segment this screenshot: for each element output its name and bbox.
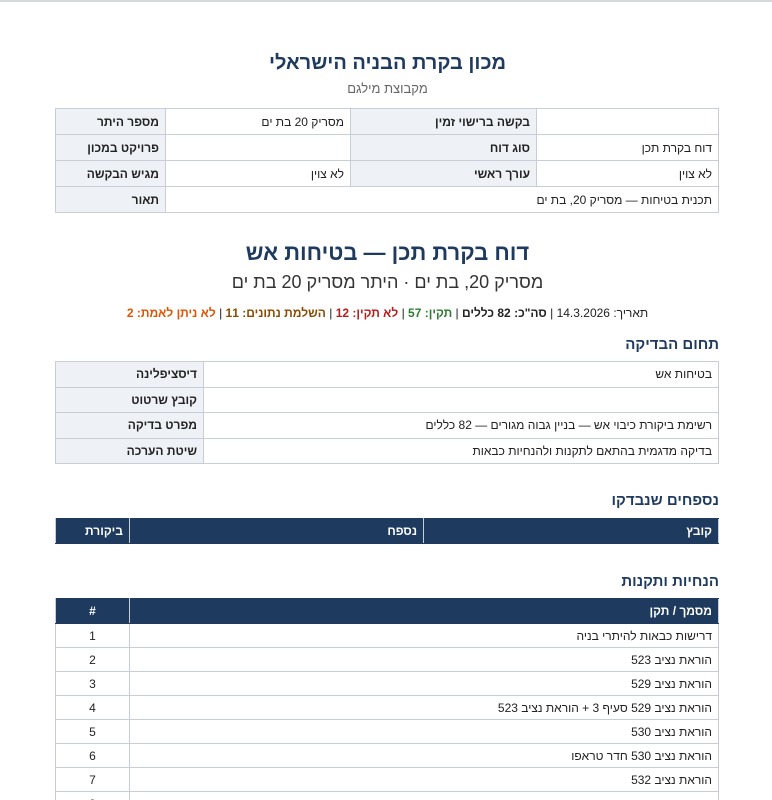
standard-doc: הוראת נציב 529: [129, 671, 719, 696]
table-row: 8: [55, 791, 719, 800]
fail-label: לא תקין:: [352, 306, 399, 320]
standards-table: מסמך / תקן # דרישות כבאות להיתרי בניה 1 הו…: [55, 598, 719, 800]
standard-number: 6: [55, 743, 130, 768]
ok-label: תקין:: [424, 306, 453, 320]
standard-number: 2: [55, 647, 130, 672]
scope-label: קובץ שרטוט: [55, 386, 204, 413]
scope-value: בטיחות אש: [203, 361, 719, 388]
scope-value: [203, 386, 719, 413]
standard-doc: הוראת נציב 530 חדר טראפו: [129, 743, 719, 768]
standard-doc: הוראת נציב 532: [129, 767, 719, 792]
table-row: רשימת ביקורת כיבוי אש — בניין גבוה מגורי…: [55, 412, 719, 439]
column-header-document: מסמך / תקן: [129, 598, 719, 624]
missing-count: 11: [225, 306, 239, 320]
description-label: תאור: [55, 186, 166, 213]
standard-doc: הוראת נציב 523: [129, 647, 719, 672]
table-row: הוראת נציב 529 3: [55, 671, 719, 696]
info-value: דוח בקרת תכן: [536, 134, 719, 161]
scope-label: דיסציפלינה: [55, 361, 204, 388]
table-row: בקשה ברישוי זמין מסריק 20 בת ים מספר היתר: [55, 108, 719, 135]
standard-number: 4: [55, 695, 130, 720]
info-value: מסריק 20 בת ים: [165, 108, 351, 135]
ok-count: 57: [408, 306, 422, 320]
info-label: מספר היתר: [55, 108, 166, 135]
table-row: הוראת נציב 523 2: [55, 647, 719, 672]
info-value: לא צוין: [536, 160, 719, 187]
standard-number: 3: [55, 671, 130, 696]
table-row: דרישות כבאות להיתרי בניה 1: [55, 623, 719, 648]
report-title: דוח בקרת תכן — בטיחות אש: [245, 240, 530, 265]
report-subtitle: מסריק 20, בת ים · היתר מסריק 20 בת ים: [231, 272, 544, 292]
date: 14.3.2026: [556, 306, 610, 320]
scope-label: שיטת הערכה: [55, 437, 204, 464]
table-row: תכנית בטיחות — מסריק 20, בת ים תאור: [55, 186, 719, 213]
table-row: דוח בקרת תכן סוג דוח פרויקט במכון: [55, 134, 719, 161]
standard-doc: דרישות כבאות להיתרי בניה: [129, 623, 719, 648]
column-header-appendix: נספח: [129, 518, 424, 544]
scope-value: רשימת ביקורת כיבוי אש — בניין גבוה מגורי…: [203, 412, 719, 439]
standard-number: 7: [55, 767, 130, 792]
info-value: [165, 134, 351, 161]
standard-doc: הוראת נציב 530: [129, 719, 719, 744]
info-label: פרויקט במכון: [55, 134, 166, 161]
info-table: בקשה ברישוי זמין מסריק 20 בת ים מספר היתר …: [55, 108, 719, 213]
standard-number: 1: [55, 623, 130, 648]
scope-table: בטיחות אש דיסציפלינה קובץ שרטוט רשימת ביק…: [55, 361, 719, 464]
appendices-table: קובץ נספח ביקורת: [55, 518, 719, 544]
table-row: קובץ שרטוט: [55, 386, 719, 413]
standard-number: 5: [55, 719, 130, 744]
info-label: מגיש הבקשה: [55, 160, 166, 187]
scope-label: מפרט בדיקה: [55, 412, 204, 439]
info-label: בקשה ברישוי זמין: [350, 108, 537, 135]
report-stats: תאריך: 14.3.2026 | סה"כ: 82 כללים | תקין…: [126, 306, 649, 320]
standards-heading: הנחיות ותקנות: [621, 573, 719, 590]
table-row: בטיחות אש דיסציפלינה: [55, 361, 719, 388]
appendices-heading: נספחים שנבדקו: [611, 492, 719, 509]
organization-subtitle: מקבוצת מילגם: [347, 81, 428, 96]
scope-heading: תחום הבדיקה: [625, 336, 719, 353]
info-value: לא צוין: [165, 160, 351, 187]
table-row: הוראת נציב 530 5: [55, 719, 719, 744]
column-header-file: קובץ: [423, 518, 719, 544]
table-row: הוראת נציב 532 7: [55, 767, 719, 792]
table-row: לא צוין עורך ראשי לא צוין מגיש הבקשה: [55, 160, 719, 187]
unverifiable-label: לא ניתן לאמת:: [136, 306, 216, 320]
total-label: סה"כ:: [514, 306, 547, 320]
date-label: תאריך:: [613, 306, 649, 320]
description-value: תכנית בטיחות — מסריק 20, בת ים: [165, 186, 719, 213]
missing-label: השלמת נתונים:: [242, 306, 326, 320]
scope-value: בדיקה מדגמית בהתאם לתקנות ולהנחיות כבאות: [203, 437, 719, 464]
institute-title: מכון בקרת הבניה הישראלי: [268, 52, 507, 74]
table-row: בדיקה מדגמית בהתאם לתקנות ולהנחיות כבאות…: [55, 437, 719, 464]
standard-doc: [129, 791, 719, 800]
fail-count: 12: [335, 306, 350, 320]
info-label: סוג דוח: [350, 134, 537, 161]
info-label: עורך ראשי: [350, 160, 537, 187]
unverifiable-count: 2: [126, 306, 134, 320]
column-header-number: #: [55, 598, 130, 624]
table-row: הוראת נציב 529 סעיף 3 + הוראת נציב 523 4: [55, 695, 719, 720]
column-header-review: ביקורת: [55, 518, 130, 544]
standard-doc: הוראת נציב 529 סעיף 3 + הוראת נציב 523: [129, 695, 719, 720]
standard-number: 8: [55, 791, 130, 800]
total: 82 כללים: [462, 306, 511, 320]
table-row: הוראת נציב 530 חדר טראפו 6: [55, 743, 719, 768]
info-value: [536, 108, 719, 135]
